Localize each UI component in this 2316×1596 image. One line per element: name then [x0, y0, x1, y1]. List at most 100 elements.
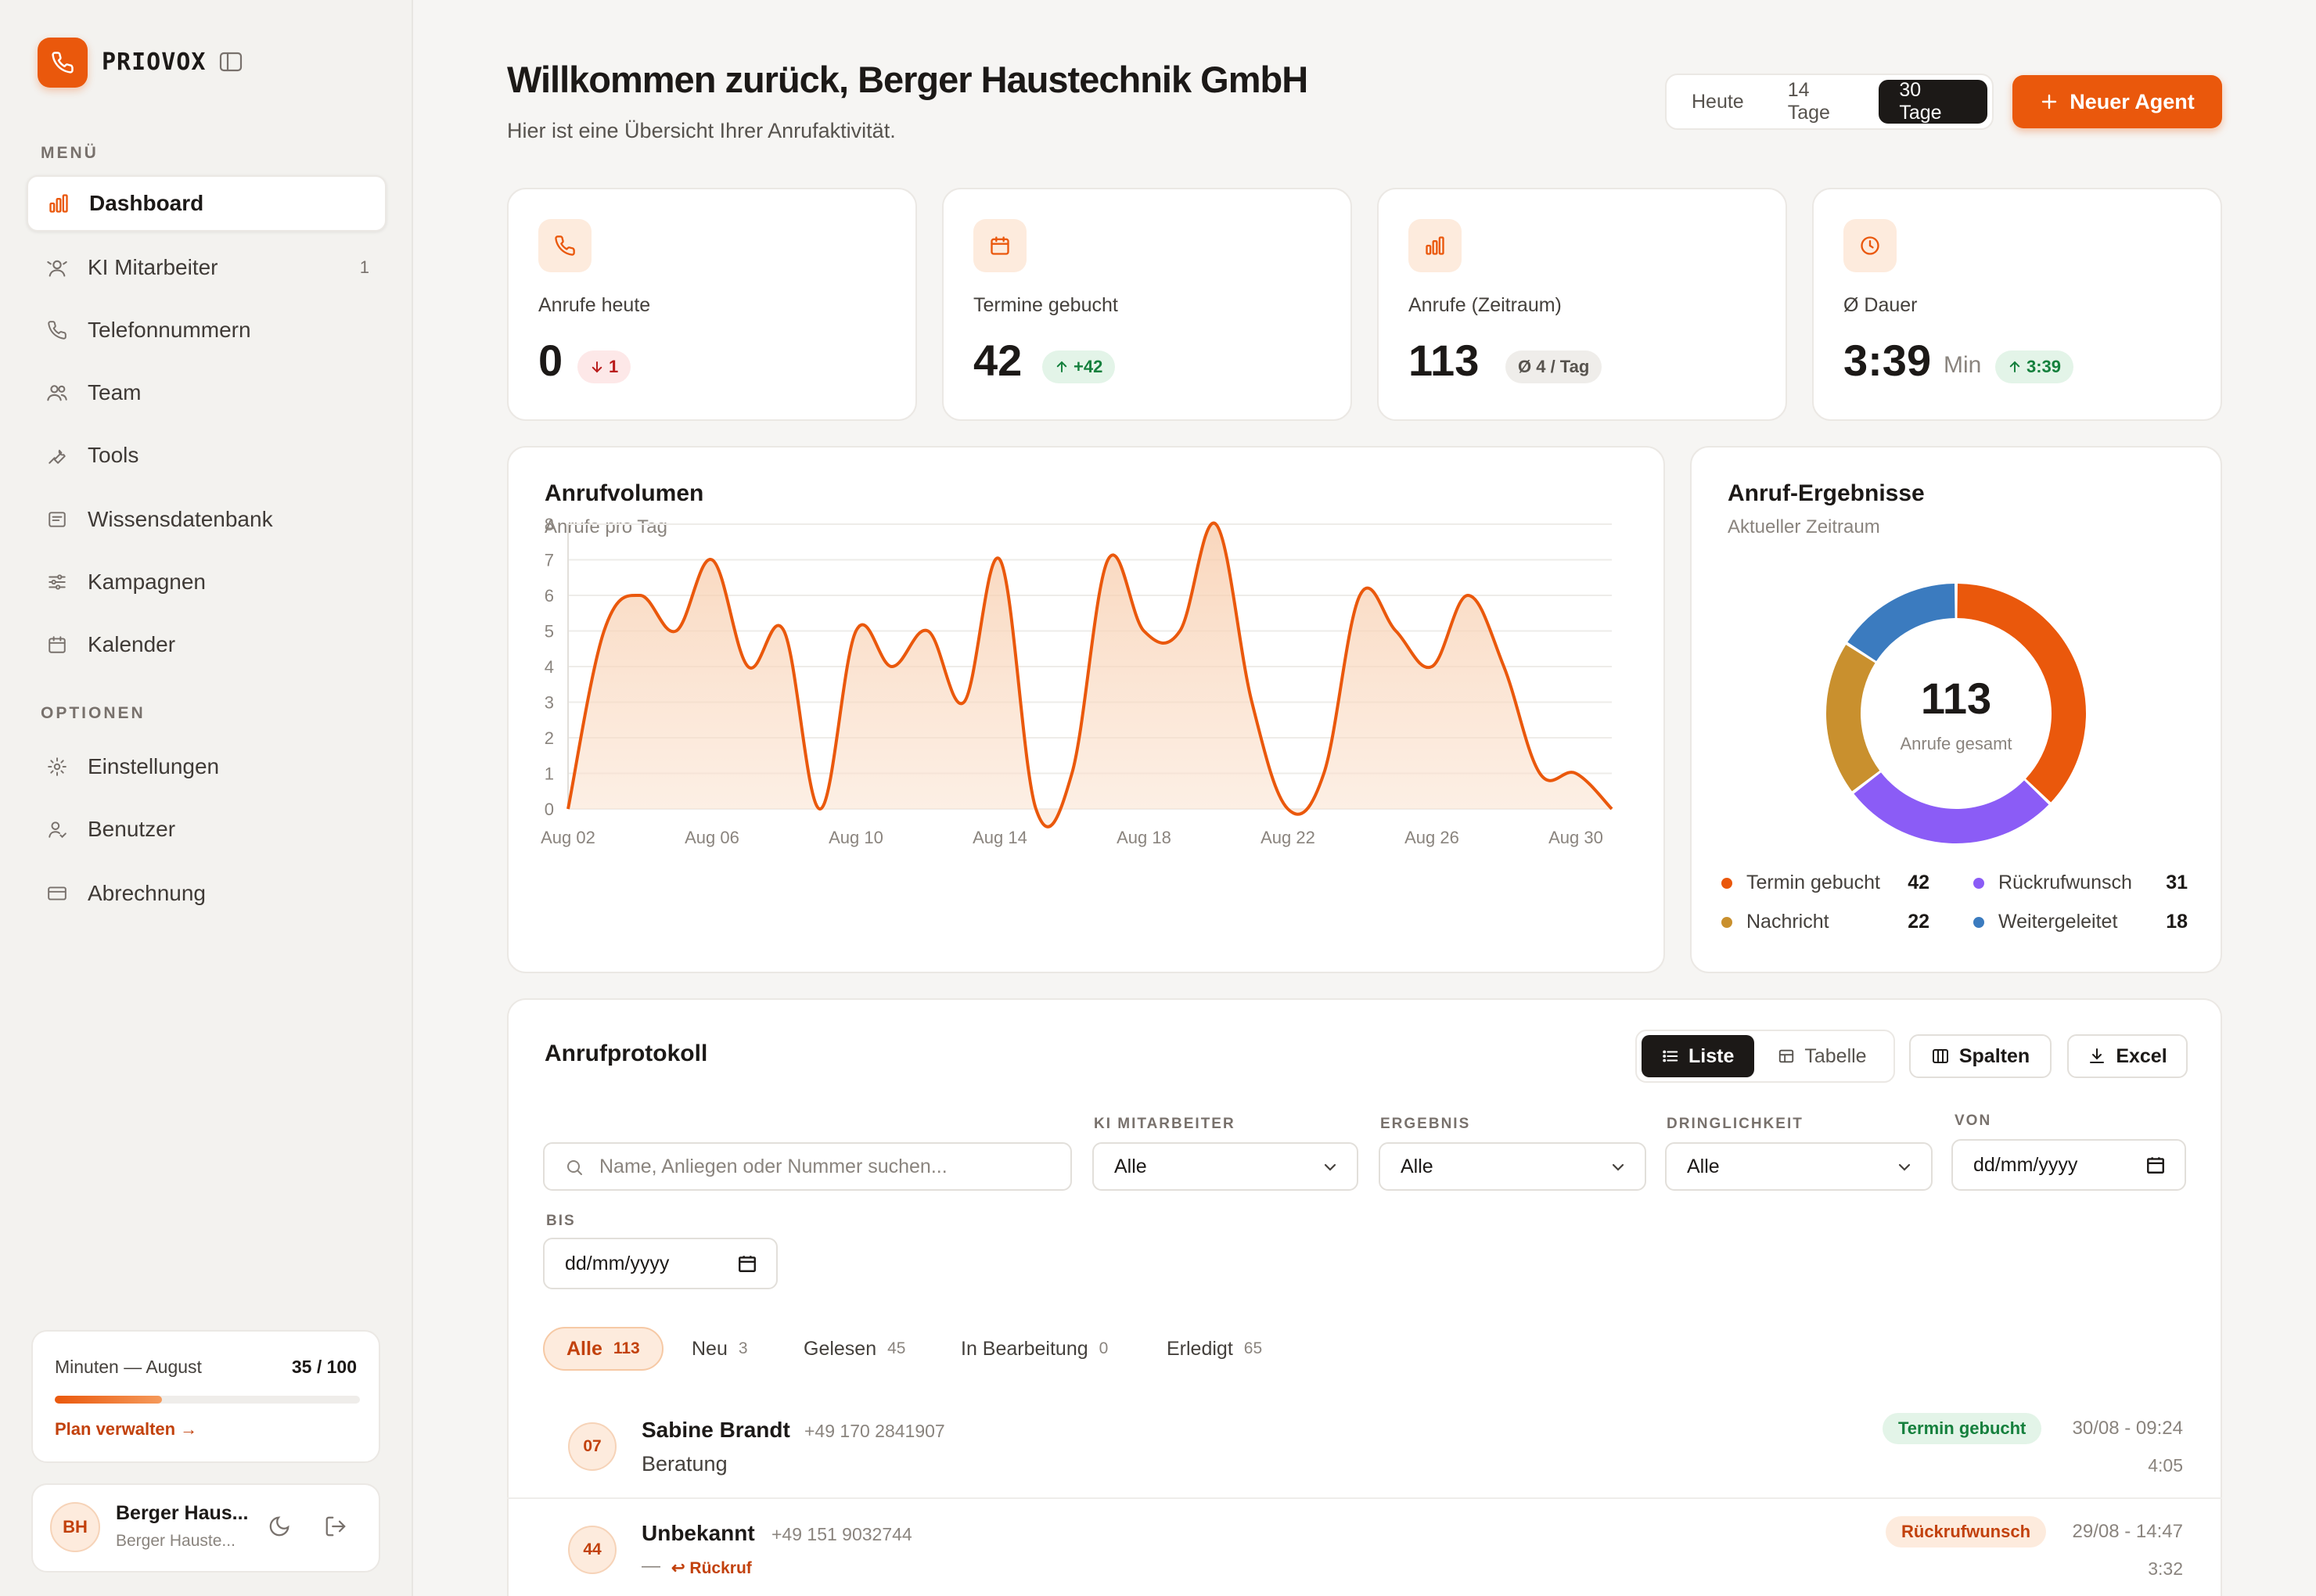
data-point[interactable]: [1355, 591, 1365, 600]
sidebar-item-label: Abrechnung: [88, 881, 207, 905]
plan-manage-link[interactable]: Plan verwalten →: [55, 1419, 198, 1439]
data-point[interactable]: [1427, 662, 1437, 671]
tab-erledigt[interactable]: Erledigt 65: [1145, 1327, 1284, 1371]
data-point[interactable]: [1103, 555, 1113, 565]
data-point[interactable]: [1463, 591, 1473, 600]
data-point[interactable]: [743, 662, 753, 671]
search-icon: [567, 1160, 582, 1175]
tab-count: 45: [887, 1339, 906, 1357]
logout-icon[interactable]: [324, 1515, 347, 1542]
data-point[interactable]: [1499, 662, 1509, 671]
phone-icon: [52, 52, 74, 74]
sidebar-item-dashboard[interactable]: Dashboard: [27, 175, 387, 232]
data-point[interactable]: [1211, 519, 1221, 529]
data-point[interactable]: [779, 627, 789, 636]
view-list-button[interactable]: Liste: [1642, 1035, 1755, 1077]
search-input[interactable]: Name, Anliegen oder Nummer suchen...: [543, 1142, 1072, 1191]
sidebar-item-label: Team: [88, 380, 142, 404]
donut-total: 113: [1920, 674, 1992, 723]
legend-termin-gebucht: Termin gebucht: [1721, 872, 1880, 894]
data-point[interactable]: [1139, 627, 1149, 636]
sidebar-item-einstellungen[interactable]: Einstellungen: [27, 739, 387, 795]
legend-value: 42: [1908, 872, 1929, 893]
excel-export-button[interactable]: Excel: [2067, 1034, 2188, 1078]
list-icon: [1663, 1050, 1678, 1062]
data-point[interactable]: [1535, 769, 1545, 778]
delta-value: +42: [1073, 357, 1103, 376]
calendar-icon: [739, 1256, 756, 1272]
data-point[interactable]: [707, 555, 717, 565]
filter-agent-select[interactable]: Alle: [1092, 1142, 1358, 1191]
sidebar-item-wissensdatenbank[interactable]: Wissensdatenbank: [27, 491, 387, 548]
search-placeholder: Name, Anliegen oder Nummer suchen...: [599, 1155, 948, 1177]
sidebar-item-tools[interactable]: Tools: [27, 427, 387, 483]
view-table-button[interactable]: Tabelle: [1757, 1035, 1886, 1077]
call-topic: —: [642, 1555, 660, 1576]
tab-alle[interactable]: Alle 113: [543, 1327, 664, 1371]
data-point[interactable]: [1067, 769, 1077, 778]
table-row[interactable]: [509, 1499, 2221, 1596]
data-point[interactable]: [1031, 804, 1041, 814]
donut-slice[interactable]: [1854, 772, 2049, 843]
data-point[interactable]: [815, 804, 825, 814]
data-point[interactable]: [599, 627, 609, 636]
data-point[interactable]: [1175, 627, 1185, 636]
donut-slice[interactable]: [1847, 584, 1955, 661]
range-today[interactable]: Heute: [1692, 90, 1744, 113]
moon-icon[interactable]: [268, 1515, 291, 1542]
data-point[interactable]: [1571, 769, 1581, 778]
filter-result-select[interactable]: Alle: [1379, 1142, 1646, 1191]
data-point[interactable]: [923, 627, 933, 636]
new-agent-button[interactable]: Neuer Agent: [2012, 75, 2222, 128]
view-table-label: Tabelle: [1804, 1044, 1867, 1067]
filter-to-date[interactable]: dd/mm/yyyy: [543, 1238, 778, 1289]
tab-count: 3: [738, 1339, 748, 1357]
data-point[interactable]: [671, 627, 681, 636]
columns-button[interactable]: Spalten: [1909, 1034, 2052, 1078]
logo-mark[interactable]: [38, 38, 88, 88]
data-point[interactable]: [995, 555, 1005, 565]
usage-label: Minuten — August: [55, 1357, 202, 1377]
data-point[interactable]: [1319, 769, 1329, 778]
data-point[interactable]: [1391, 627, 1401, 636]
legend-value: 18: [2166, 911, 2188, 933]
data-point[interactable]: [635, 591, 645, 600]
page-subtitle: Hier ist eine Übersicht Ihrer Anrufaktiv…: [507, 119, 896, 142]
chevron-down-icon: [1324, 1163, 1336, 1171]
sidebar-item-benutzer[interactable]: Benutzer: [27, 801, 387, 857]
filter-urgency-select[interactable]: Alle: [1665, 1142, 1933, 1191]
tab-in-bearbeitung[interactable]: In Bearbeitung 0: [939, 1327, 1130, 1371]
arrow-down-icon: [592, 361, 602, 373]
sidebar-item-label: KI Mitarbeiter: [88, 255, 218, 279]
sidebar-item-kalender[interactable]: Kalender: [27, 616, 387, 673]
data-point[interactable]: [563, 804, 573, 814]
stat-label: Anrufe (Zeitraum): [1408, 294, 1562, 316]
range-30-days[interactable]: 30 Tage: [1879, 79, 1987, 124]
phone-icon: [538, 219, 592, 272]
call-volume-card: Anrufvolumen Anrufe pro Tag 0 1 2 3 4 5 6 7 8 Aug…: [507, 446, 1665, 973]
range-14-days[interactable]: 14 Tage: [1787, 79, 1830, 124]
data-point[interactable]: [959, 698, 969, 707]
book-icon: [44, 506, 70, 533]
data-point[interactable]: [1283, 804, 1293, 814]
sidebar-item-kampagnen[interactable]: Kampagnen: [27, 554, 387, 610]
data-point[interactable]: [887, 662, 897, 671]
tab-gelesen[interactable]: Gelesen 45: [782, 1327, 927, 1371]
data-point[interactable]: [851, 627, 861, 636]
donut-slice[interactable]: [1826, 645, 1880, 792]
legend-dot: [1973, 916, 1984, 928]
sidebar-item-team[interactable]: Team: [27, 365, 387, 421]
sidebar-item-ki-mitarbeiter[interactable]: KI Mitarbeiter 1: [27, 239, 387, 296]
columns-label: Spalten: [1958, 1044, 2030, 1067]
sidebar-item-telefonnummern[interactable]: Telefonnummern: [27, 302, 387, 358]
avatar[interactable]: BH: [50, 1502, 100, 1552]
tab-neu[interactable]: Neu 3: [670, 1327, 770, 1371]
data-point[interactable]: [1607, 804, 1617, 814]
call-outcomes-card: Anruf-Ergebnisse Aktueller Zeitraum 113 …: [1690, 446, 2222, 973]
data-point[interactable]: [1247, 698, 1257, 707]
sidebar-toggle-icon[interactable]: [219, 52, 243, 72]
donut-slice[interactable]: [1957, 584, 2086, 803]
sidebar-item-abrechnung[interactable]: Abrechnung: [27, 865, 387, 922]
filter-from-date[interactable]: dd/mm/yyyy: [1951, 1139, 2186, 1191]
y-tick-label: 5: [545, 622, 554, 642]
